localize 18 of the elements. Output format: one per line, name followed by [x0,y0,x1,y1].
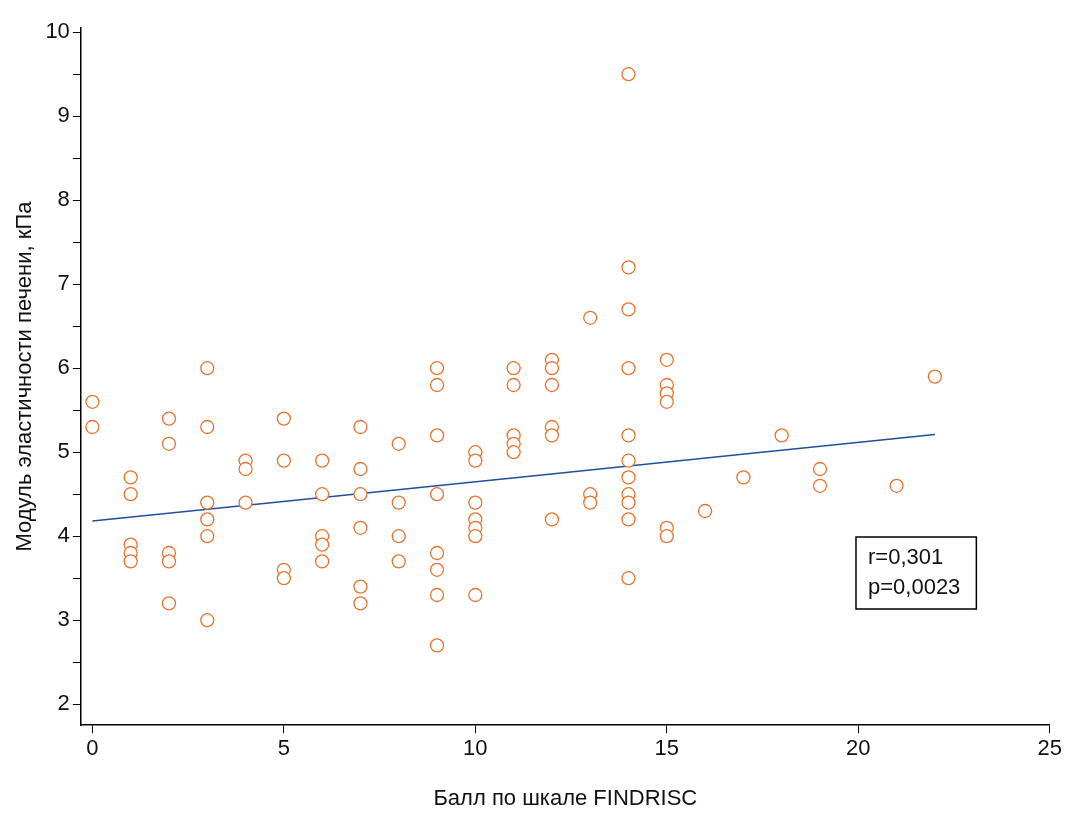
y-tick-label: 4 [57,522,70,548]
x-tick-label: 10 [463,735,488,761]
x-tick-label: 25 [1037,735,1063,761]
y-tick-label: 3 [57,606,70,632]
x-axis-title: Балл по шкале FINDRISC [433,784,698,810]
y-tick-label: 9 [57,102,70,128]
annotation: r=0,301 p=0,0023 [867,544,961,600]
y-tick-label: 7 [57,270,70,296]
y-tick-label: 2 [57,690,70,716]
y-tick-label: 6 [57,354,70,380]
y-tick-label: 8 [57,186,70,212]
x-tick-label: 20 [846,735,871,761]
x-tick-label: 15 [654,735,680,761]
y-axis-title: Модуль эластичности печени, кПа [11,200,37,552]
y-tick-label: 10 [45,18,70,44]
x-tick-label: 0 [86,735,99,761]
x-tick-label: 5 [277,735,290,761]
y-tick-label: 5 [57,438,70,464]
